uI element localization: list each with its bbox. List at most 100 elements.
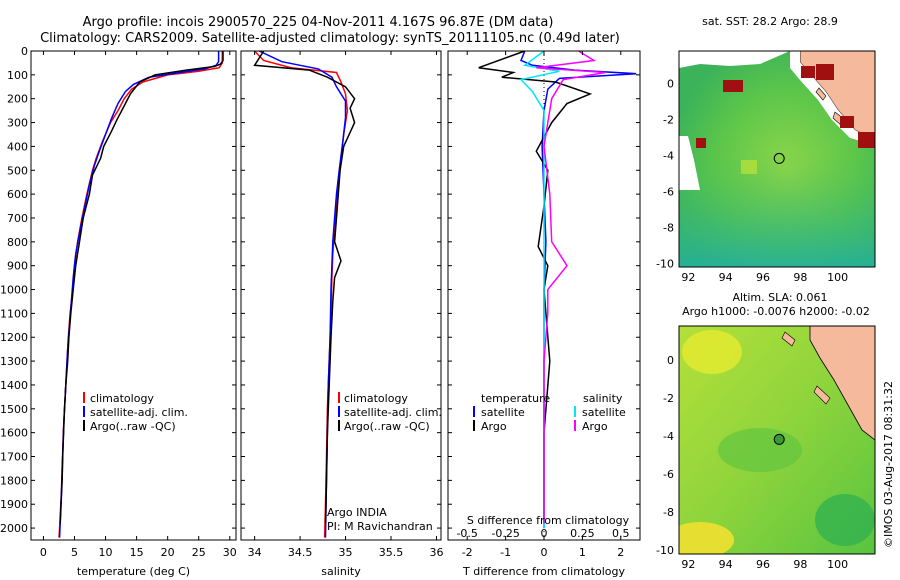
x-tick-label: 20 (161, 546, 175, 559)
depth-tick-label: 500 (7, 164, 28, 177)
latitude-tick-label: -6 (663, 468, 674, 481)
sla-map-title: Altim. SLA: 0.061 (732, 291, 827, 304)
s-difference-tick-label: 0.25 (570, 527, 595, 540)
argo-float-location-marker (773, 433, 785, 445)
x-axis-label: temperature (deg C) (77, 565, 190, 578)
latitude-tick-label: -10 (656, 544, 674, 557)
depth-tick-label: 1400 (0, 379, 28, 392)
island (813, 385, 831, 405)
x-tick-label: 15 (130, 546, 144, 559)
s-difference-axis-label: S difference from climatology (467, 514, 630, 527)
latitude-tick-label: -8 (663, 221, 674, 234)
series-line-satellite-adj-clim (58, 51, 220, 538)
sla-high-anomaly (679, 522, 734, 554)
plot-frame (240, 50, 442, 541)
depth-tick-label: 1700 (0, 451, 28, 464)
x-tick-label: 1 (579, 546, 586, 559)
legend-label-satellite: satellite-adj. clim. (90, 406, 188, 419)
annotation-program: Argo INDIA (327, 506, 387, 519)
panel-salinity: 34 34.5 35 35.5 36 salinity (240, 50, 443, 578)
sst-map-frame (678, 50, 876, 268)
panel-temperature: 0 5 10 15 20 25 30 temperature (deg C) 0 100 200 30… (0, 45, 237, 578)
argo-float-location-marker (773, 152, 785, 164)
annotation-pi: PI: M Ravichandran (327, 520, 433, 533)
island (815, 87, 827, 101)
series-line-climatology (58, 51, 224, 538)
depth-tick-label: 800 (7, 236, 28, 249)
series-line-temperature-argo (478, 50, 593, 524)
x-axis-label: salinity (321, 565, 361, 578)
sst-map-title: sat. SST: 28.2 Argo: 28.9 (702, 15, 838, 28)
latitude-tick-label: 0 (667, 354, 674, 367)
depth-tick-label: 300 (7, 117, 28, 130)
legend-label-satellite: satellite-adj. clim. (344, 406, 442, 419)
longitude-tick-label: 100 (827, 558, 848, 571)
panel-difference: -2 -1 0 1 2 -0.5 -0.25 0 0.25 0.5 T difference fro… (447, 50, 641, 578)
imos-credit: ©IMOS 03-Aug-2017 08:31:32 (882, 381, 895, 548)
depth-tick-label: 1500 (0, 403, 28, 416)
depth-tick-label: 1200 (0, 331, 28, 344)
x-tick-label: 10 (99, 546, 113, 559)
latitude-tick-label: -4 (663, 430, 674, 443)
x-tick-label: 0 (541, 546, 548, 559)
series-line-argo-raw-qc (253, 50, 356, 524)
longitude-tick-label: 94 (719, 558, 733, 571)
series-line-salinity-argo (536, 50, 606, 524)
s-difference-tick-label: 0.5 (612, 527, 630, 540)
x-tick-label: -1 (500, 546, 511, 559)
longitude-tick-label: 100 (827, 271, 848, 284)
sst-warm-patch (816, 64, 834, 80)
legend-title-temperature: temperature (481, 392, 550, 405)
latitude-tick-label: -6 (663, 185, 674, 198)
x-tick-label: 0 (40, 546, 47, 559)
x-tick-label: 2 (617, 546, 624, 559)
sst-warm-patch (858, 132, 875, 148)
depth-tick-label: 900 (7, 260, 28, 273)
legend-label-salinity-satellite: satellite (582, 406, 626, 419)
depth-tick-label: 1300 (0, 355, 28, 368)
x-tick-label: 34 (248, 546, 262, 559)
depth-tick-label: 1600 (0, 427, 28, 440)
x-tick-label: 35 (339, 546, 353, 559)
legend-label-argo: Argo(..raw -QC) (344, 420, 430, 433)
x-tick-label: 5 (71, 546, 78, 559)
legend-difference: temperature salinity satellite Argo sate… (467, 392, 630, 527)
sst-warm-patch (801, 66, 815, 78)
depth-tick-label: 0 (21, 45, 28, 58)
longitude-tick-label: 94 (719, 271, 733, 284)
legend-label-salinity-argo: Argo (582, 420, 608, 433)
sla-high-anomaly (682, 330, 742, 374)
x-tick-label: 36 (429, 546, 443, 559)
depth-tick-label: 1900 (0, 498, 28, 511)
series-line-argo-raw-qc (59, 51, 224, 524)
x-tick-label: 30 (223, 546, 237, 559)
longitude-tick-label: 96 (756, 271, 770, 284)
sst-warm-patch (723, 80, 743, 92)
sla-map-frame (678, 325, 876, 555)
sla-map-subtitle: Argo h1000: -0.0076 h2000: -0.02 (682, 305, 870, 318)
sst-no-data (679, 51, 790, 68)
depth-tick-label: 2000 (0, 522, 28, 535)
latitude-tick-label: -8 (663, 506, 674, 519)
x-tick-label: -2 (462, 546, 473, 559)
legend-label-climatology: climatology (344, 392, 408, 405)
sla-map: Altim. SLA: 0.061 Argo h1000: -0.0076 h2… (678, 291, 876, 555)
latitude-tick-label: -10 (656, 257, 674, 270)
legend-label-climatology: climatology (90, 392, 154, 405)
longitude-tick-label: 96 (756, 558, 770, 571)
depth-tick-label: 1800 (0, 474, 28, 487)
island (781, 331, 796, 347)
s-difference-tick-label: 0 (541, 527, 548, 540)
sst-no-data (679, 136, 700, 190)
legend-label-temperature-satellite: satellite (481, 406, 525, 419)
sst-warm-patch (840, 116, 854, 128)
longitude-tick-label: 98 (793, 558, 807, 571)
header-line-2: Climatology: CARS2009. Satellite-adjuste… (40, 31, 620, 46)
s-difference-tick-label: -0.5 (456, 527, 477, 540)
plot-frame (30, 50, 237, 541)
x-tick-label: 34.5 (288, 546, 313, 559)
depth-tick-label: 100 (7, 69, 28, 82)
sst-no-data (790, 51, 875, 145)
legend-label-argo: Argo(..raw -QC) (90, 420, 176, 433)
